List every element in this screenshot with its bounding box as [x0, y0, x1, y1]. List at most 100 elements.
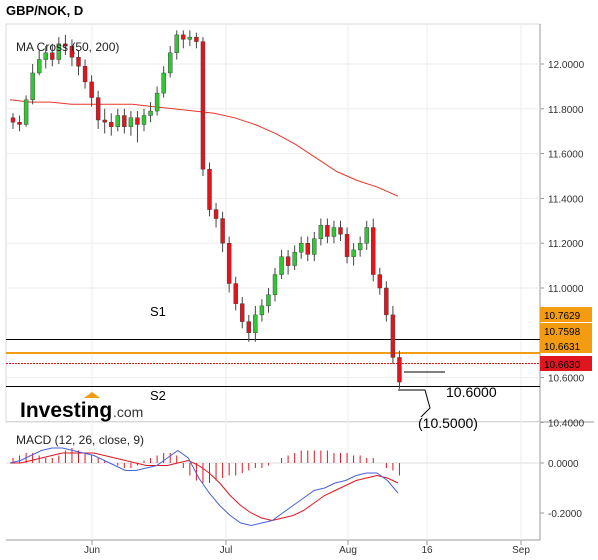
candle-down	[213, 209, 219, 219]
candle-down	[89, 81, 94, 98]
candle-up	[167, 52, 173, 74]
candle-down	[338, 227, 343, 235]
candle-down	[95, 97, 101, 121]
candle-up	[272, 274, 278, 295]
candle-down	[69, 45, 75, 58]
macd-signal-line	[10, 452, 399, 522]
logo-swoosh-icon	[84, 392, 100, 398]
macd-tick-label: -0.2000	[548, 509, 582, 520]
candle-down	[233, 283, 238, 304]
candle-down	[325, 225, 330, 237]
candle-down	[226, 242, 232, 284]
candle-down	[122, 115, 127, 127]
candle-up	[292, 251, 297, 266]
candle-up	[357, 242, 363, 251]
price-tick-label: 11.4000	[548, 194, 584, 205]
time-tick-label: Jul	[220, 545, 233, 556]
candle-up	[253, 314, 258, 334]
main-panel-frame	[5, 23, 541, 423]
price-tick-label: 11.6000	[548, 150, 584, 161]
candle-up	[187, 36, 193, 40]
candle-down	[207, 169, 212, 210]
candle-down	[82, 66, 88, 83]
candle-down	[246, 321, 252, 334]
candle-down	[10, 117, 16, 123]
candle-down	[102, 119, 107, 123]
candle-down	[390, 314, 396, 358]
candle-up	[43, 52, 48, 60]
price-tag-box	[540, 356, 592, 371]
candle-up	[279, 256, 284, 275]
macd-tick-label: 0.0000	[548, 459, 579, 470]
time-tick-label: Jun	[84, 545, 100, 556]
candle-down	[200, 41, 206, 170]
price-axis-ticks: 12.0000 11.8000 11.6000 11.4000 11.2000 11.00…	[540, 60, 585, 429]
macd-panel: 0.0000 -0.2000	[6, 447, 582, 527]
candle-up	[154, 92, 160, 112]
candle-down	[194, 36, 199, 42]
candle-up	[128, 117, 134, 127]
chart-title: GBP/NOK, D	[6, 3, 84, 18]
s1-label: S1	[150, 304, 166, 319]
candle-down	[397, 357, 402, 383]
price-tag-box	[540, 323, 592, 338]
candle-up	[161, 72, 166, 94]
candle-down	[240, 303, 245, 322]
candle-down	[109, 122, 114, 127]
candle-up	[23, 99, 29, 125]
price-tick-label: 11.0000	[548, 284, 584, 295]
price-tick-label: 11.8000	[548, 105, 584, 116]
candle-down	[285, 256, 291, 266]
candle-down	[305, 242, 310, 255]
logo-brand: Investing	[20, 399, 112, 422]
candle-down	[17, 122, 22, 125]
logo-suffix: .com	[113, 404, 143, 420]
price-tick-label: 10.4000	[548, 418, 585, 429]
price-tick-label: 10.6000	[548, 374, 585, 385]
candle-up	[318, 225, 324, 239]
candle-down	[181, 34, 186, 40]
candle-up	[148, 110, 153, 116]
candle-up	[37, 59, 42, 74]
candle-up	[351, 249, 356, 257]
level-lines	[6, 339, 540, 388]
candle-down	[384, 287, 389, 316]
target-label-2: (10.5000)	[418, 415, 478, 431]
price-tags: 10.7629 10.7598 10.6631 10.6630	[540, 307, 592, 371]
candle-up	[30, 72, 35, 101]
candle-up	[56, 43, 62, 60]
candle-up	[141, 115, 147, 125]
time-axis-ticks: Jun Jul Aug 16 Sep	[84, 540, 530, 556]
candle-up	[259, 305, 265, 316]
candle-up	[115, 115, 121, 127]
candle-down	[76, 57, 81, 67]
time-tick-label: Aug	[339, 545, 357, 556]
time-tick-label: Sep	[512, 545, 530, 556]
price-tick-label: 12.0000	[548, 60, 585, 71]
price-tag-label: 10.7598	[544, 327, 581, 338]
investing-logo: Investing .com	[20, 392, 143, 422]
macd-line	[9, 447, 399, 527]
target-arrow-2	[398, 389, 431, 418]
candle-up	[299, 242, 304, 253]
candle-down	[50, 52, 55, 60]
candle-down	[220, 218, 225, 244]
ma-cross-legend: MA Cross (50, 200)	[16, 40, 119, 54]
price-tag-label: 10.7629	[544, 311, 581, 322]
target-label-1: 10.6000	[446, 384, 497, 400]
candle-up	[364, 227, 369, 244]
time-tick-label: 16	[421, 545, 433, 556]
candle-up	[266, 294, 271, 307]
price-tag-box	[540, 307, 592, 322]
candle-down	[371, 227, 376, 275]
candle-up	[174, 34, 179, 54]
price-tick-label: 11.2000	[548, 239, 584, 250]
candlestick-series[interactable]	[10, 30, 402, 389]
candle-down	[377, 274, 382, 289]
s2-label: S2	[150, 388, 166, 403]
candle-up	[331, 227, 337, 237]
candle-up	[312, 238, 317, 255]
price-tag-label: 10.6631	[544, 342, 581, 353]
price-tag-box	[540, 338, 592, 353]
